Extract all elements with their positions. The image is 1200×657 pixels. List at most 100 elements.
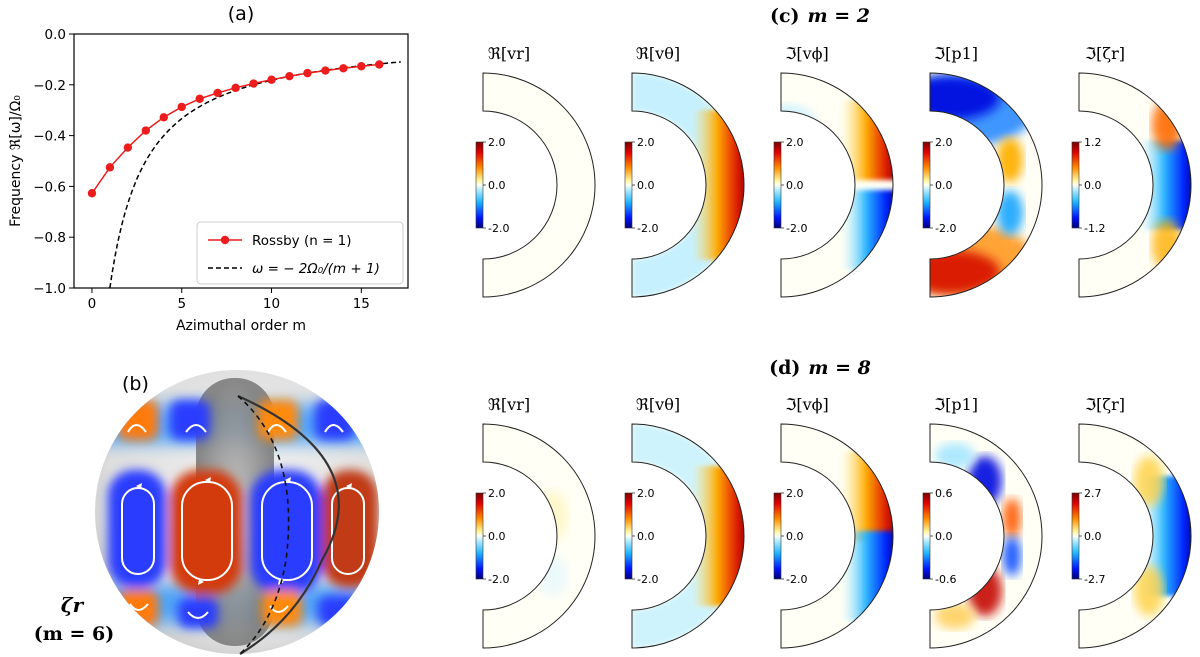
slice-outline (780, 423, 894, 649)
plot-a-ticks: 0 5 10 15 0.0 −0.2 −0.4 −0.6 −0.8 −1.0 (33, 27, 370, 312)
colorbar (1071, 492, 1080, 580)
colorbar-label: 0.0 (1084, 179, 1102, 192)
panel-d-letter: (d) (769, 357, 800, 379)
slice-title: ℑ[p1] (934, 395, 978, 414)
colorbar-label: 2.0 (488, 487, 506, 500)
colorbar-label: -1.2 (1084, 222, 1105, 235)
plot-a-xlabel: Azimuthal order m (176, 318, 306, 334)
slice-field (841, 451, 893, 621)
slice-outline (631, 423, 745, 649)
colorbar-label: 2.0 (786, 136, 804, 149)
rossby-point (303, 68, 312, 78)
legend-rossby-marker (220, 235, 230, 245)
field-feature (930, 250, 1000, 294)
field-feature (538, 491, 568, 541)
x-tick-label: 10 (263, 296, 280, 312)
colorbar-label: -2.7 (1084, 573, 1105, 586)
slice-outline (929, 423, 1043, 649)
field-feature (935, 443, 975, 469)
field-feature (692, 110, 744, 260)
colorbar-label: -2.0 (786, 573, 807, 586)
x-tick-label: 0 (88, 296, 97, 312)
colorbar-label: 2.0 (935, 136, 953, 149)
slice-panel: ℜ[vθ] 2.0 0.0 -2.0 (624, 44, 745, 298)
panel-a-label: (a) (228, 3, 254, 25)
slice-title: ℜ[vθ] (636, 395, 680, 414)
y-tick-label: −1.0 (33, 281, 66, 297)
field-feature (930, 76, 1000, 120)
slice-title: ℑ[ζr] (1085, 395, 1125, 414)
colorbar-label: 0.0 (935, 179, 953, 192)
plot-a-legend: Rossby (n = 1) ω = − 2Ω₀/(m + 1) (196, 221, 404, 285)
colorbar-label: 0.0 (637, 179, 655, 192)
rossby-point (375, 60, 384, 69)
field-feature (1003, 536, 1021, 576)
rossby-series-points (87, 60, 384, 198)
rossby-point (213, 88, 222, 98)
slice-title: ℜ[vθ] (636, 44, 680, 63)
colorbar-label: 0.0 (786, 530, 804, 543)
slice-fill (483, 73, 595, 297)
slice-outline (482, 72, 596, 298)
slice-panel: ℜ[vr] 2.0 0.0 -2.0 (475, 395, 596, 649)
rossby-point (231, 83, 240, 93)
colorbar-label: -2.0 (637, 573, 658, 586)
slice-title: ℜ[vr] (488, 395, 530, 414)
label-m6: (m = 6) (34, 623, 114, 645)
colorbar (922, 141, 931, 229)
slice-title: ℑ[p1] (934, 44, 978, 63)
field-feature (1003, 498, 1021, 538)
legend-box (196, 221, 404, 285)
panel-b: (b) (34, 370, 379, 655)
y-tick-label: −0.4 (33, 129, 66, 145)
slice-outline (929, 72, 1043, 298)
panel-c: (c) m = 2 (770, 5, 870, 27)
rossby-point (321, 66, 330, 75)
colorbar-label: 0.0 (935, 530, 953, 543)
slice-fill (930, 424, 1042, 648)
label-zeta: ζr (61, 593, 85, 617)
colorbar-label: 0.0 (786, 179, 804, 192)
slice-outline-solid (237, 394, 340, 655)
slice-outline (482, 423, 596, 649)
colorbar (773, 141, 782, 229)
colorbar-label: -2.0 (637, 222, 658, 235)
colorbar-label: -0.6 (935, 573, 956, 586)
y-tick-label: 0.0 (45, 27, 66, 43)
rossby-point (87, 189, 97, 198)
field-feature (1152, 100, 1182, 150)
slice-outline (631, 72, 745, 298)
field-feature (841, 531, 893, 621)
field-feature (935, 603, 975, 629)
slice-panel: ℑ[p1] 2.0 0.0 -2.0 (922, 44, 1043, 298)
colorbar-label: -2.0 (488, 573, 509, 586)
colorbar-label: 2.7 (1084, 487, 1102, 500)
panel-a: (a) 0 5 10 15 0.0 −0.2 −0.4 −0.6 −0.8 −1.0 Rossby… (8, 3, 409, 334)
slice-panel: ℑ[vϕ] 2.0 0.0 -2.0 (773, 395, 894, 649)
colorbar-label: -2.0 (488, 222, 509, 235)
colorbar-label: 2.0 (488, 136, 506, 149)
panel-c-title: m = 2 (808, 5, 870, 27)
field-feature (1152, 220, 1182, 270)
field-feature (997, 190, 1023, 236)
legend-rossby-label: Rossby (n = 1) (252, 233, 352, 249)
colorbar (922, 492, 931, 580)
slice-title: ℜ[vr] (488, 44, 530, 63)
colorbar (1071, 141, 1080, 229)
rossby-point (159, 113, 168, 122)
slice-panel: ℜ[vr] 2.0 0.0 -2.0 (475, 44, 596, 298)
panel-b-label: (b) (122, 373, 149, 395)
colorbar-label: 0.0 (488, 179, 506, 192)
colorbar (475, 492, 484, 580)
rossby-point (123, 143, 133, 152)
y-tick-label: −0.2 (33, 78, 66, 94)
streamlines (121, 424, 365, 619)
slice-panel: ℑ[ζr] 2.7 0.0 -2.7 (1071, 395, 1192, 649)
slice-fill (483, 424, 595, 648)
y-tick-label: −0.8 (33, 230, 66, 246)
field-feature (968, 566, 1002, 616)
colorbar-label: 0.0 (488, 530, 506, 543)
slice-outline (1078, 423, 1192, 649)
colorbar-label: 1.2 (1084, 136, 1102, 149)
